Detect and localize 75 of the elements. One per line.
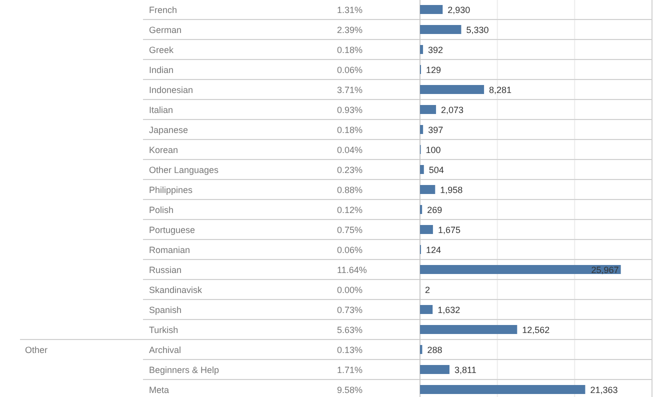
data-label: 8,281 [489,85,512,95]
y-tick-label: Portuguese [149,225,196,235]
data-label: 392 [428,45,444,55]
bar [420,25,462,34]
bar [420,5,443,14]
text: 0.88% [337,185,363,195]
data-label: 25,967 [591,265,619,275]
data-label: 2,930 [448,5,470,15]
bar [420,45,424,54]
text: 1.31% [337,5,363,15]
y-tick-label: Italian [149,105,174,115]
text: 9.58% [337,385,363,395]
bar [420,265,621,274]
text: 0.04% [337,145,363,155]
y-tick-label: Greek [149,45,174,55]
y-tick-label: Polish [149,205,174,215]
y-tick-label: Spanish [149,305,182,315]
bar [420,365,450,374]
bar [420,105,436,114]
bar [420,185,436,194]
text: 0.75% [337,225,363,235]
y-tick-label: Korean [149,145,178,155]
data-label: 1,632 [438,305,460,315]
text: 0.18% [337,125,363,135]
y-tick-label: Romanian [149,245,190,255]
text: 0.93% [337,105,363,115]
data-label: 269 [427,205,442,215]
data-label: 3,811 [454,365,476,375]
data-label: 2,073 [441,105,464,115]
y-tick-label: Turkish [149,325,178,335]
data-label: 1,675 [438,225,460,235]
text: 0.06% [337,245,363,255]
y-tick-label: Philippines [149,185,194,195]
text: Other [25,345,48,355]
data-label: 2 [425,285,430,295]
data-label: 21,363 [590,385,618,395]
y-tick-label: Meta [149,385,170,395]
y-tick-label: Japanese [149,125,188,135]
text: 0.13% [337,345,363,355]
data-label: 12,562 [522,325,550,335]
text: 0.18% [337,45,363,55]
bar [420,125,424,134]
text: 11.64% [337,265,367,275]
text: 0.06% [337,65,363,75]
data-label: 129 [426,65,442,75]
text: 2.39% [337,25,363,35]
data-label: 504 [428,165,444,175]
text: 0.00% [337,285,363,295]
bar [420,325,518,334]
bar [420,225,433,234]
bar [420,385,586,394]
y-tick-label: Skandinavisk [149,285,203,295]
bar [420,305,433,314]
y-tick-label: German [149,25,182,35]
text: 0.23% [337,165,363,175]
y-tick-label: Other Languages [149,165,220,175]
y-tick-label: Indian [149,65,174,75]
y-tick-label: Beginners & Help [149,365,220,375]
text: 0.12% [337,205,363,215]
data-label: 100 [426,145,441,155]
data-label: 1,958 [440,185,463,195]
y-tick-label: Indonesian [149,85,194,95]
text: 1.71% [337,365,363,375]
text: 5.63% [337,325,363,335]
text: 3.71% [337,85,363,95]
y-tick-label: Archival [149,345,182,355]
bar [420,85,484,94]
data-label: 397 [428,125,444,135]
data-label: 288 [427,345,442,355]
data-label: 124 [426,245,441,255]
text: 0.73% [337,305,363,315]
y-tick-label: Russian [149,265,182,275]
data-label: 5,330 [466,25,489,35]
bar [420,165,424,174]
y-tick-label: French [149,5,178,15]
